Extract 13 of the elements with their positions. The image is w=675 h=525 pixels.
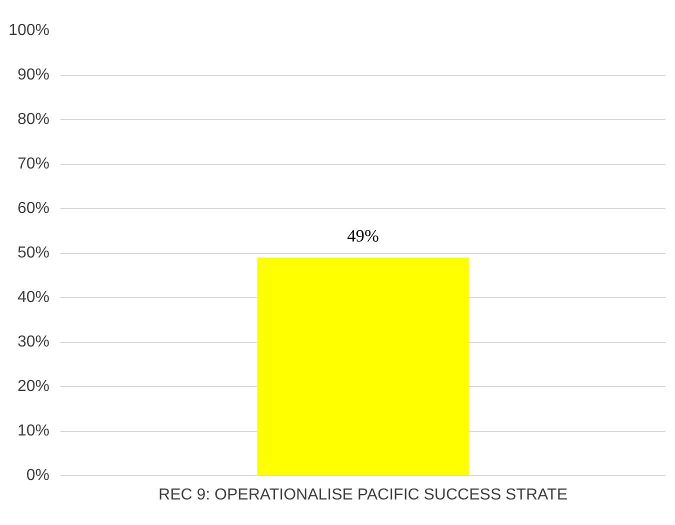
y-tick-label: 60% <box>17 200 50 217</box>
y-tick-label: 40% <box>17 289 50 306</box>
y-tick-label: 70% <box>17 156 50 172</box>
y-tick-label: 0% <box>26 467 50 484</box>
y-tick-label: 50% <box>17 244 50 262</box>
y-tick-label: 30% <box>17 334 50 350</box>
x-tick-label: REC 9: OPERATIONALISE PACIFIC SUCCESS STRATE <box>158 486 568 504</box>
y-tick-label: 100% <box>8 22 50 39</box>
y-tick-label: 10% <box>17 422 50 440</box>
data-label: 49% <box>347 226 379 246</box>
y-tick-label: 20% <box>17 378 50 395</box>
y-tick-label: 90% <box>17 66 50 84</box>
y-tick-label: 80% <box>17 111 50 128</box>
